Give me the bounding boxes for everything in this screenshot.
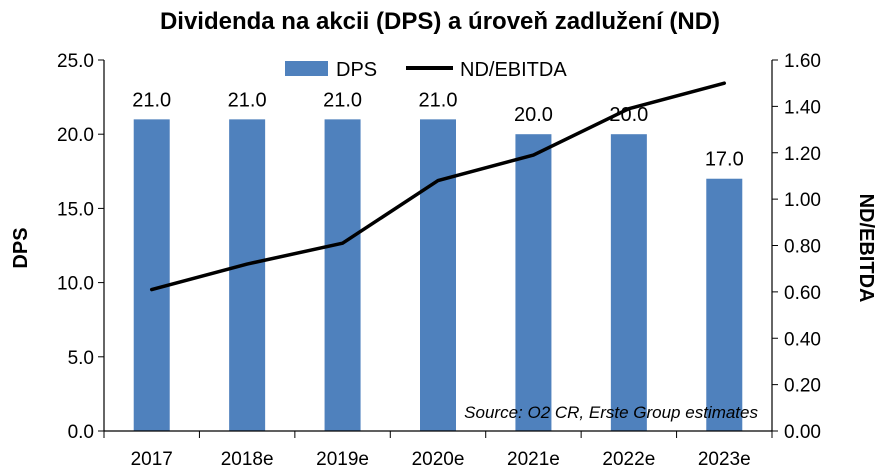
y2-tick-label: 1.60 xyxy=(784,51,821,72)
bar-dps xyxy=(706,178,743,431)
bar-dps xyxy=(324,119,361,432)
legend: DPS ND/EBITDA xyxy=(285,59,567,81)
y-tick-label: 5.0 xyxy=(68,348,94,369)
bar-dps xyxy=(420,119,456,432)
y2-tick-label: 0.00 xyxy=(784,422,821,443)
y2-tick-label: 0.40 xyxy=(784,329,821,350)
y2-tick-label: 0.80 xyxy=(784,237,821,258)
x-tick-label: 2019e xyxy=(316,449,369,470)
y-tick-label: 25.0 xyxy=(57,51,94,72)
plot-area: 21.0 21.0 21.0 21.0 20.0 20.0 17.0 0.0 5.0 10.0 15… xyxy=(57,51,821,470)
x-tick-label: 2021e xyxy=(507,449,560,470)
bar-data-label: 21.0 xyxy=(228,89,267,111)
y-tick-label: 15.0 xyxy=(57,199,94,220)
y-tick-label: 20.0 xyxy=(57,125,94,146)
bar-data-label: 20.0 xyxy=(609,104,648,126)
legend-label-nd-ebitda: ND/EBITDA xyxy=(460,59,567,81)
bar-data-label: 21.0 xyxy=(419,89,458,111)
source-annotation: Source: O2 CR, Erste Group estimates xyxy=(464,403,758,422)
bar-data-label: 20.0 xyxy=(514,104,553,126)
y2-tick-label: 1.00 xyxy=(784,190,821,211)
chart-title: Dividenda na akcii (DPS) a úroveň zadluž… xyxy=(160,8,720,35)
y-tick-label: 10.0 xyxy=(57,274,94,295)
y2-tick-label: 1.20 xyxy=(784,144,821,165)
y2-axis-label: ND/EBITDA xyxy=(855,194,877,303)
legend-swatch-dps xyxy=(285,61,328,76)
y2-tick-label: 1.40 xyxy=(784,97,821,118)
bar-dps xyxy=(133,119,170,432)
y-tick-label: 0.0 xyxy=(68,422,94,443)
bar-data-label: 21.0 xyxy=(132,89,171,111)
bar-dps xyxy=(515,134,552,431)
x-tick-label: 2022e xyxy=(602,449,655,470)
y2-tick-label: 0.20 xyxy=(784,376,821,397)
bar-data-label: 17.0 xyxy=(705,149,744,171)
x-tick-label: 2023e xyxy=(698,449,751,470)
bar-dps xyxy=(610,134,647,431)
y2-tick-label: 0.60 xyxy=(784,283,821,304)
y-axis-label: DPS xyxy=(10,227,32,268)
bar-data-label: 21.0 xyxy=(323,89,362,111)
line-nd-ebitda xyxy=(149,81,727,292)
x-tick-label: 2018e xyxy=(221,449,274,470)
x-tick-label: 2020e xyxy=(412,449,465,470)
legend-label-dps: DPS xyxy=(336,59,377,81)
bar-dps xyxy=(229,119,266,432)
x-tick-label: 2017 xyxy=(131,449,173,470)
